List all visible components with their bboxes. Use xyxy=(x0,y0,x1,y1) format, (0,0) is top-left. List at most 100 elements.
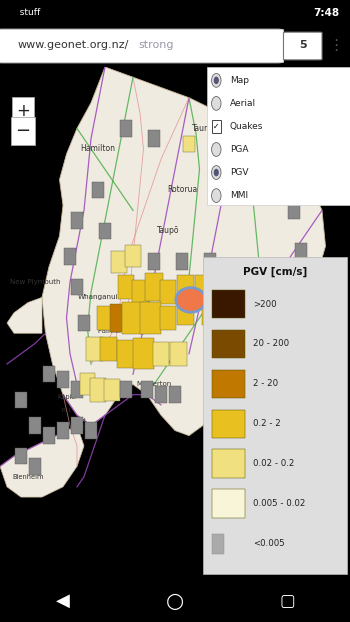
Bar xyxy=(122,302,144,333)
Bar xyxy=(225,274,237,290)
Bar xyxy=(253,335,265,352)
Bar xyxy=(43,366,55,383)
Text: Taupō: Taupō xyxy=(157,226,179,235)
Bar xyxy=(117,340,135,368)
Bar xyxy=(183,136,195,152)
Circle shape xyxy=(214,169,219,176)
Text: 2 - 20: 2 - 20 xyxy=(253,379,278,388)
Bar xyxy=(140,302,161,333)
Bar xyxy=(92,182,104,198)
Polygon shape xyxy=(0,425,84,497)
Bar xyxy=(86,337,103,361)
Bar xyxy=(212,534,224,554)
Bar xyxy=(78,315,90,332)
Bar xyxy=(29,458,41,475)
Text: PGV: PGV xyxy=(230,168,248,177)
Text: ▢: ▢ xyxy=(279,592,295,610)
Bar xyxy=(211,119,221,133)
Text: ⋮: ⋮ xyxy=(328,38,344,53)
Bar xyxy=(170,341,187,366)
Bar xyxy=(71,417,83,434)
Text: <0.005: <0.005 xyxy=(253,539,285,548)
Bar xyxy=(160,281,176,304)
Circle shape xyxy=(211,165,221,179)
Bar xyxy=(148,253,160,270)
Circle shape xyxy=(211,73,221,87)
Bar xyxy=(71,279,83,295)
Bar xyxy=(132,281,148,304)
Circle shape xyxy=(211,188,221,203)
Text: 0.02 - 0.2: 0.02 - 0.2 xyxy=(253,459,294,468)
FancyBboxPatch shape xyxy=(284,32,322,60)
Bar xyxy=(71,381,83,398)
Bar xyxy=(145,273,163,301)
Text: Gisborne: Gisborne xyxy=(293,371,323,377)
Text: Blenheim: Blenheim xyxy=(12,473,44,480)
Bar xyxy=(97,306,113,330)
Bar xyxy=(57,371,69,388)
Text: +: + xyxy=(16,101,30,119)
Text: Quakes: Quakes xyxy=(230,122,263,131)
Bar xyxy=(203,258,346,574)
Text: Rotorua: Rotorua xyxy=(167,185,197,195)
Bar xyxy=(90,378,106,402)
Bar xyxy=(260,304,272,321)
Bar xyxy=(204,253,216,270)
Bar xyxy=(169,386,181,403)
Text: Wellington: Wellington xyxy=(57,424,97,432)
Text: 7:48: 7:48 xyxy=(313,7,340,17)
Text: −: − xyxy=(15,122,30,140)
Bar xyxy=(29,417,41,434)
Text: ◀: ◀ xyxy=(56,592,70,610)
Text: ✓: ✓ xyxy=(213,122,219,131)
Ellipse shape xyxy=(176,287,206,312)
Bar xyxy=(141,381,153,398)
Text: 20 - 200: 20 - 200 xyxy=(253,340,289,348)
Text: >200: >200 xyxy=(253,300,276,309)
Bar xyxy=(120,120,132,137)
Circle shape xyxy=(211,96,221,110)
Bar xyxy=(118,275,134,299)
Bar xyxy=(177,301,194,325)
Bar xyxy=(111,251,127,272)
Bar xyxy=(125,246,141,267)
Bar xyxy=(133,338,154,369)
Bar xyxy=(100,337,117,361)
Bar xyxy=(212,490,245,518)
Text: New Plymouth: New Plymouth xyxy=(10,279,60,285)
Polygon shape xyxy=(7,297,42,333)
Bar xyxy=(267,171,279,188)
Text: Aerial: Aerial xyxy=(230,99,256,108)
Bar xyxy=(15,391,27,408)
Text: Masterton: Masterton xyxy=(136,381,172,388)
Bar xyxy=(85,422,97,439)
Text: PGV [cm/s]: PGV [cm/s] xyxy=(243,267,307,277)
Text: Hutt: Hutt xyxy=(75,418,86,423)
Circle shape xyxy=(214,77,219,84)
Bar xyxy=(212,450,245,478)
Bar xyxy=(295,243,307,259)
Bar xyxy=(239,151,251,167)
Bar xyxy=(202,301,218,325)
Bar xyxy=(288,202,300,219)
Bar xyxy=(99,223,111,239)
Text: Whanganui: Whanganui xyxy=(78,294,118,300)
Text: ○: ○ xyxy=(166,590,184,611)
Bar xyxy=(148,131,160,147)
Bar xyxy=(211,141,223,157)
Bar xyxy=(57,422,69,439)
Bar xyxy=(155,386,167,403)
Text: 5: 5 xyxy=(299,40,307,50)
Bar xyxy=(15,448,27,465)
Text: strong: strong xyxy=(138,40,174,50)
Bar xyxy=(281,330,293,346)
Text: Tauranga: Tauranga xyxy=(192,124,228,133)
Bar xyxy=(195,275,211,299)
Bar xyxy=(206,67,350,205)
Bar xyxy=(80,373,95,396)
Text: Hamilton: Hamilton xyxy=(80,144,116,154)
Text: Map: Map xyxy=(230,76,249,85)
Bar xyxy=(212,290,245,318)
Bar xyxy=(176,253,188,270)
Polygon shape xyxy=(42,67,326,435)
